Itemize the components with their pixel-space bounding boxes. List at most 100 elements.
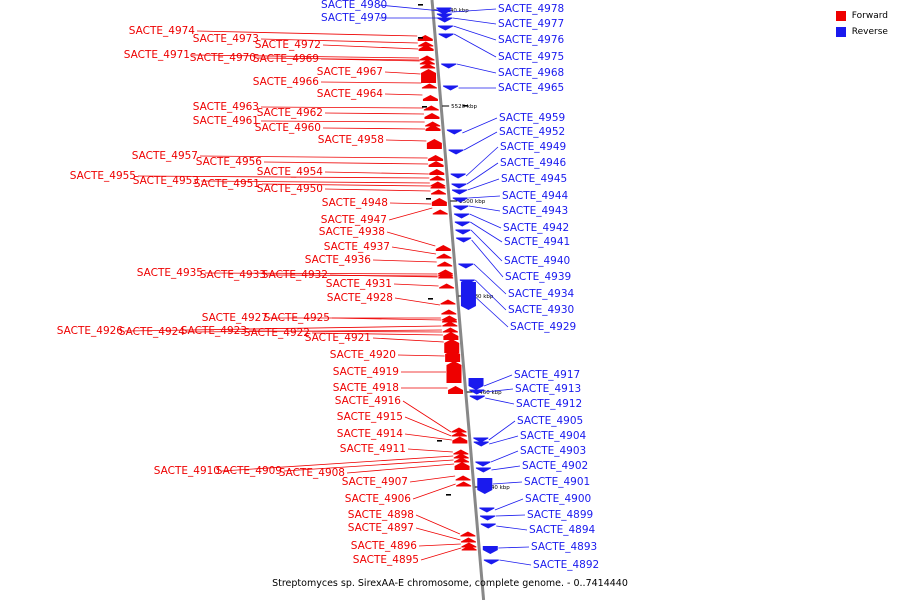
forward-gene-label: SACTE_4921 — [305, 332, 371, 344]
forward-swatch — [835, 11, 846, 21]
forward-leader-line — [137, 175, 430, 179]
forward-gene-arrow — [429, 175, 445, 181]
reverse-gene-arrow — [437, 25, 453, 31]
reverse-leader-line — [468, 205, 501, 212]
forward-leader-line — [322, 127, 426, 130]
forward-leader-line — [388, 207, 433, 221]
reverse-leader-line — [473, 263, 507, 295]
forward-gene-arrow — [432, 209, 448, 215]
forward-gene-arrow — [442, 327, 458, 333]
forward-gene-label: SACTE_4916 — [335, 395, 402, 407]
reverse-gene-arrow — [473, 437, 489, 443]
forward-gene-label: SACTE_4910 — [154, 465, 220, 477]
forward-gene-arrow — [425, 125, 441, 131]
forward-gene-arrow — [425, 121, 441, 127]
forward-gene-arrow — [460, 537, 476, 543]
reverse-leader-line — [484, 388, 514, 393]
reverse-leader-line — [467, 178, 500, 191]
gene-marker — [426, 198, 431, 200]
reverse-swatch — [835, 27, 846, 37]
forward-gene-arrow — [446, 361, 462, 383]
forward-gene-label: SACTE_4938 — [319, 226, 385, 238]
forward-gene-arrow — [426, 139, 442, 149]
reverse-gene-arrow — [475, 467, 491, 473]
tick-label: 5460 kbp — [476, 390, 502, 396]
forward-gene-label: SACTE_4906 — [345, 493, 412, 505]
forward-leader-line — [311, 332, 443, 336]
reverse-leader-line — [470, 229, 503, 262]
reverse-gene-arrow — [454, 213, 470, 219]
forward-gene-label: SACTE_4967 — [317, 66, 383, 78]
gene-marker — [418, 4, 423, 6]
reverse-leader-line — [498, 546, 530, 549]
reverse-gene-arrow — [483, 559, 499, 565]
reverse-gene-label: SACTE_4900 — [525, 493, 591, 505]
reverse-leader-line — [465, 146, 499, 177]
forward-gene-arrow — [429, 169, 445, 175]
forward-gene-label: SACTE_4911 — [340, 443, 406, 455]
forward-gene-label: SACTE_4961 — [193, 115, 259, 127]
forward-leader-line — [404, 433, 452, 441]
forward-leader-line — [196, 30, 418, 37]
reverse-leader-line — [453, 25, 497, 41]
gene-marker — [437, 440, 442, 442]
forward-gene-arrow — [451, 427, 467, 433]
forward-gene-label: SACTE_4922 — [244, 327, 310, 339]
tick-label: 5480 kbp — [467, 294, 493, 300]
legend-forward: Forward — [835, 8, 888, 24]
forward-gene-label: SACTE_4914 — [337, 428, 404, 440]
forward-gene-arrow — [451, 431, 467, 437]
forward-leader-line — [372, 337, 444, 343]
reverse-gene-label: SACTE_4949 — [500, 141, 566, 153]
forward-leader-line — [415, 527, 461, 541]
forward-leader-line — [420, 547, 462, 561]
reverse-gene-arrow — [450, 173, 466, 179]
forward-gene-arrow — [452, 436, 468, 444]
forward-leader-line — [346, 463, 455, 474]
forward-leader-line — [320, 81, 422, 84]
forward-gene-arrow — [435, 245, 451, 251]
forward-leader-line — [263, 161, 429, 165]
forward-leader-line — [402, 400, 452, 433]
forward-gene-arrow — [430, 183, 446, 189]
forward-leader-line — [386, 231, 436, 247]
reverse-leader-line — [499, 559, 532, 566]
reverse-gene-arrow — [469, 395, 485, 401]
forward-gene-arrow — [420, 63, 436, 69]
reverse-leader-line — [490, 450, 519, 463]
reverse-gene-arrow — [475, 461, 491, 467]
reverse-gene-label: SACTE_4930 — [508, 304, 574, 316]
reverse-gene-arrow — [469, 389, 485, 395]
forward-gene-label: SACTE_4927 — [202, 312, 268, 324]
gene-marker — [446, 494, 451, 496]
forward-gene-label: SACTE_4951 — [194, 178, 260, 190]
forward-leader-line — [391, 246, 437, 255]
forward-leader-line — [260, 38, 418, 44]
forward-gene-arrow — [421, 83, 437, 89]
legend: Forward Reverse — [835, 8, 888, 40]
forward-gene-label: SACTE_4937 — [324, 241, 390, 253]
forward-gene-arrow — [461, 545, 477, 551]
reverse-gene-label: SACTE_4893 — [531, 541, 597, 553]
gene-marker — [428, 298, 433, 300]
forward-gene-label: SACTE_4966 — [253, 76, 320, 88]
forward-gene-label: SACTE_4909 — [216, 465, 282, 477]
forward-gene-label: SACTE_4935 — [137, 267, 203, 279]
forward-gene-label: SACTE_4953 — [133, 175, 199, 187]
forward-gene-arrow — [428, 161, 444, 167]
reverse-leader-line — [466, 162, 499, 185]
forward-gene-arrow — [440, 299, 456, 305]
forward-gene-label: SACTE_4919 — [333, 366, 399, 378]
forward-gene-label: SACTE_4915 — [337, 411, 403, 423]
reverse-gene-arrow — [454, 221, 470, 227]
forward-gene-label: SACTE_4897 — [348, 522, 414, 534]
reverse-gene-arrow — [443, 85, 459, 91]
forward-gene-arrow — [460, 531, 476, 537]
forward-gene-label: SACTE_4962 — [257, 107, 323, 119]
forward-gene-label: SACTE_4960 — [255, 122, 321, 134]
reverse-leader-line — [491, 465, 521, 471]
reverse-gene-label: SACTE_4903 — [520, 445, 586, 457]
forward-leader-line — [248, 330, 443, 333]
legend-forward-label: Forward — [851, 11, 888, 21]
reverse-leader-line — [495, 514, 526, 517]
